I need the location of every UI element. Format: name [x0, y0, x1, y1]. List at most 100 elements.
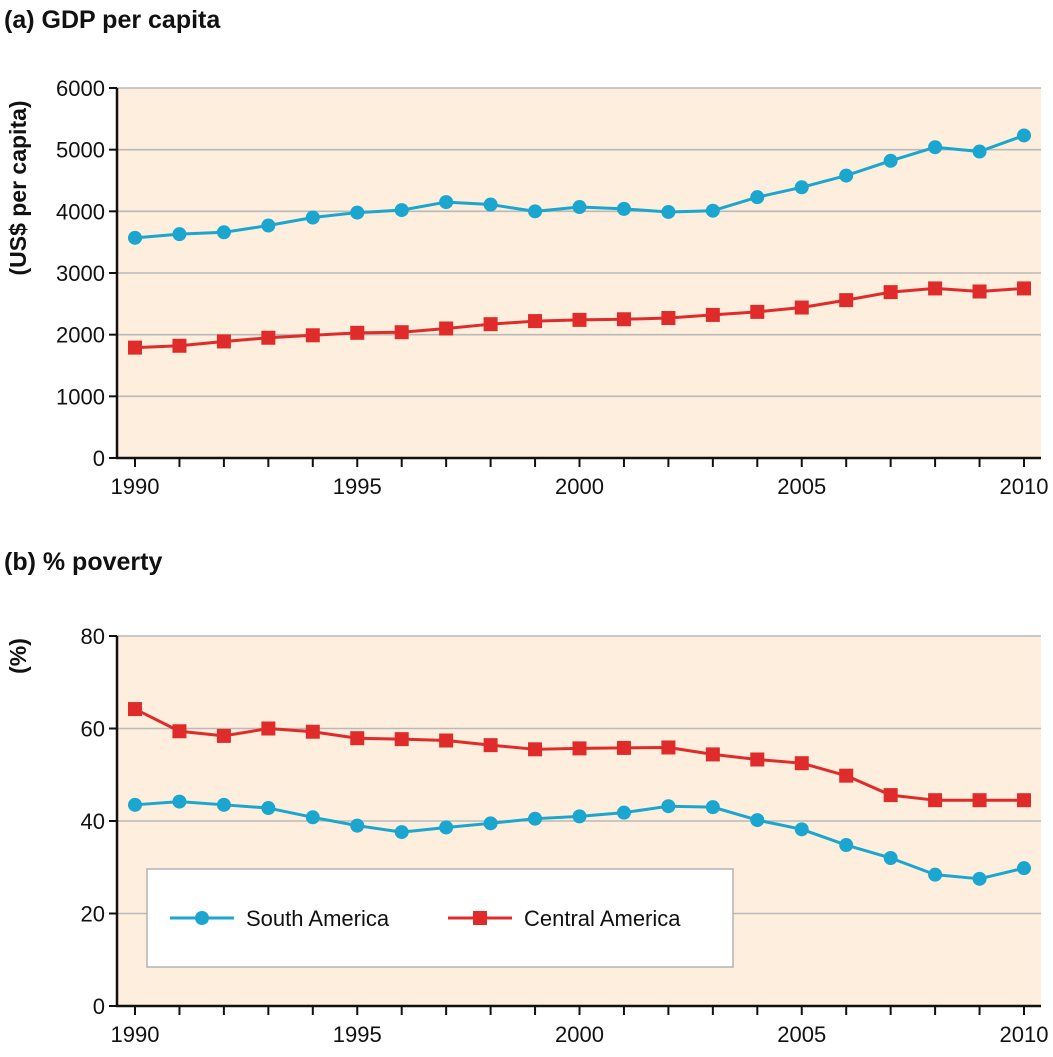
legend-central-america-swatch-marker [473, 911, 487, 925]
chart-a-series-central-america-point [528, 314, 543, 329]
chart-b-series-central-america-point [483, 738, 498, 753]
chart-a-x-tick-label: 2000 [555, 474, 604, 499]
chart-b-y-tick-label: 60 [81, 717, 105, 742]
chart-b-series-south-america-point [572, 809, 587, 824]
chart-b-series-south-america-point [1017, 861, 1031, 876]
chart-b-series-central-america-point [972, 793, 987, 808]
chart-a-series-south-america-point [483, 197, 498, 212]
chart-a-series-central-america-point [394, 325, 409, 340]
chart-a-x-tick-label: 2010 [1000, 474, 1049, 499]
chart-a-y-tick-label: 1000 [56, 384, 105, 409]
chart-b-series-central-america-point [439, 733, 454, 748]
chart-a-series-south-america-point [883, 153, 898, 168]
chart-b-series-south-america-point [394, 825, 409, 840]
chart-b-series-central-america-point [1017, 793, 1031, 808]
chart-b-x-tick-label: 2010 [1000, 1022, 1049, 1047]
chart-a-series-south-america-point [394, 203, 409, 218]
chart-b-plot: 0 20 40 60 80 1990 1995 2000 2005 2010 (%) [5, 624, 1048, 1047]
chart-a-series-central-america-point [972, 284, 987, 299]
chart-b-series-south-america-point [750, 813, 765, 828]
chart-b-series-south-america-point [839, 838, 854, 853]
chart-b-y-axis-label: (%) [5, 638, 31, 674]
chart-a-series-central-america-point [750, 304, 765, 319]
chart-a-series-south-america-point [839, 168, 854, 183]
chart-b-y-tick-label: 0 [93, 994, 105, 1019]
chart-a-series-central-america-point [439, 321, 454, 336]
chart-b-series-central-america-point [350, 731, 365, 746]
chart-b-legend: South America Central America [146, 868, 734, 968]
chart-a-series-central-america-point [172, 338, 187, 353]
chart-b-series-south-america-point [261, 801, 276, 816]
chart-b-series-central-america-point [661, 740, 676, 755]
chart-b-series-south-america-point [661, 799, 676, 814]
chart-b-series-central-america-point [883, 788, 898, 803]
chart-a-series-central-america-point [216, 334, 231, 349]
chart-b-series-central-america-point [394, 732, 409, 747]
chart-b-series-south-america-point [483, 816, 498, 831]
chart-b-title: (b) % poverty [4, 548, 163, 576]
chart-a-series-south-america-point [750, 190, 765, 205]
legend-central-america-label: Central America [524, 906, 681, 931]
chart-b-x-tick-label: 1995 [333, 1022, 382, 1047]
chart-b-series-south-america-point [305, 810, 320, 825]
chart-b-series-south-america-point [705, 800, 720, 815]
chart-a-series-central-america-point [305, 328, 320, 343]
chart-a-series-central-america-point [928, 281, 943, 296]
chart-b-series-central-america-point [616, 740, 631, 755]
chart-a-y-tick-label: 0 [93, 446, 105, 471]
chart-b-series-south-america-point [216, 797, 231, 812]
chart-a-y-axis-label: (US$ per capita) [5, 100, 31, 275]
chart-a-series-central-america-point [572, 312, 587, 327]
chart-a-series-central-america-point [839, 293, 854, 308]
chart-a-series-central-america-point [350, 325, 365, 340]
chart-b-series-central-america-point [572, 741, 587, 756]
chart-a-series-south-america-point [439, 195, 454, 210]
chart-b-series-south-america-point [794, 822, 809, 837]
chart-a-title: (a) GDP per capita [4, 6, 221, 34]
chart-a-series-south-america-point [261, 218, 276, 233]
chart-a-series-south-america-point [350, 205, 365, 220]
chart-b-series-central-america-point [928, 793, 943, 808]
legend-south-america-label: South America [246, 906, 390, 931]
chart-b-series-south-america-point [883, 851, 898, 865]
chart-a-y-tick-label: 4000 [56, 199, 105, 224]
chart-b-series-central-america-point [705, 747, 720, 762]
chart-a-plot: 0 1000 2000 3000 4000 5000 6000 1990 1995 2000 200… [5, 76, 1048, 499]
chart-a-series-central-america-point [483, 317, 498, 332]
chart-b-series-south-america-point [172, 794, 187, 809]
chart-a-series-central-america-point [616, 312, 631, 327]
chart-b-x-tick-label: 1990 [111, 1022, 160, 1047]
chart-b-series-south-america-point [972, 871, 987, 886]
chart-b-series-central-america-point [128, 702, 142, 717]
chart-a-series-south-america-point [616, 201, 631, 216]
chart-b-series-south-america-point [350, 818, 365, 833]
chart-a-series-south-america-point [172, 227, 187, 242]
chart-a-series-central-america-point [705, 307, 720, 322]
chart-b-series-central-america-point [261, 721, 276, 736]
chart-a-series-south-america-point [705, 203, 720, 218]
chart-a-series-central-america-point [1017, 281, 1031, 296]
chart-a-series-south-america-point [528, 204, 543, 219]
chart-a-series-south-america-point [661, 204, 676, 219]
legend-box [146, 868, 734, 968]
chart-a-series-south-america-point [305, 210, 320, 225]
chart-a-series-central-america-point [661, 311, 676, 326]
chart-b-series-central-america-point [839, 768, 854, 783]
chart-a-series-south-america-point [928, 140, 943, 155]
chart-b-series-central-america-point [216, 728, 231, 743]
chart-a-series-central-america-point [261, 330, 276, 345]
chart-a-series-south-america-point [794, 180, 809, 195]
chart-b-x-tick-label: 2005 [777, 1022, 826, 1047]
chart-b-y-tick-label: 40 [81, 809, 105, 834]
chart-b-series-south-america-point [928, 867, 943, 882]
chart-b-series-south-america-point [439, 820, 454, 835]
chart-a-series-south-america-point [572, 200, 587, 215]
chart-a-series-central-america-point [883, 285, 898, 300]
legend-south-america-swatch-marker [195, 911, 209, 925]
chart-b-series-central-america-point [794, 756, 809, 771]
chart-b-y-tick-label: 80 [81, 624, 105, 649]
chart-a-x-tick-label: 2005 [777, 474, 826, 499]
chart-a-y-tick-label: 3000 [56, 261, 105, 286]
chart-a-series-south-america-point [1017, 128, 1031, 143]
